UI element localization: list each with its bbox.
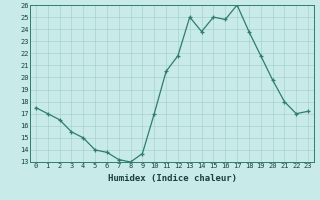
X-axis label: Humidex (Indice chaleur): Humidex (Indice chaleur) [108, 174, 236, 183]
